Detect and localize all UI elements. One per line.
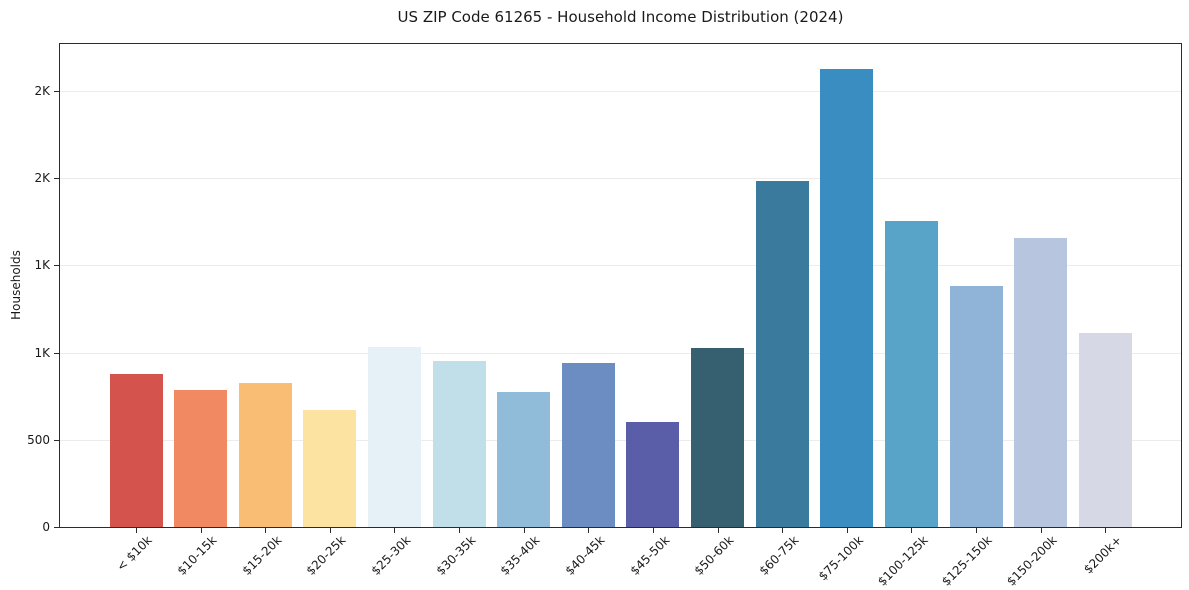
x-tick-label-text: $125-150k [939,533,995,589]
bar [691,348,745,527]
bar [1078,333,1132,527]
bar [109,374,163,527]
x-tick-mark [1040,528,1042,533]
y-tick-mark [54,527,59,528]
plot-area [59,43,1182,528]
bar [755,181,809,527]
y-tick-label: 1K [34,345,50,360]
x-tick-mark [782,528,784,533]
bar [820,69,874,527]
y-tick-mark [54,178,59,180]
x-tick-mark [846,528,848,533]
x-tick-label-text: $35-40k [497,533,543,578]
x-tick-label-text: $75-100k [815,533,866,584]
x-tick-mark [329,528,331,533]
x-tick-mark [652,528,654,533]
x-tick-label-text: $100-125k [874,533,931,589]
x-tick-mark [717,528,719,533]
bar [174,390,228,527]
y-tick-mark [54,265,59,267]
x-tick-mark [588,528,590,533]
x-tick-mark [459,528,461,533]
x-tick-label-text: $40-45k [562,533,608,578]
bar [238,383,292,527]
x-tick-label-text: $200k+ [1080,533,1125,577]
x-tick-label-text: $30-35k [433,533,478,578]
y-tick-label: 0 [42,520,50,534]
x-tick-mark [394,528,396,533]
bar [626,422,680,527]
x-tick-label-text: $10-15k [174,533,220,578]
gridline [60,352,1181,354]
bar [497,392,551,527]
bar [949,286,1003,527]
x-tick-label-text: < $10k [114,533,155,574]
x-tick-label-text: $15-20k [239,533,285,578]
x-tick-label-text: $20-25k [303,533,349,578]
gridline [60,178,1181,180]
x-tick-label-text: $60-75k [756,533,802,578]
bar [1014,238,1068,527]
y-tick-mark [54,91,59,93]
x-tick-mark [976,528,978,533]
x-tick-mark [911,528,913,533]
y-tick-label: 2K [34,84,50,99]
y-tick-label: 1K [34,258,50,273]
bar [303,410,357,527]
y-tick-mark [54,352,59,354]
x-tick-mark [136,528,137,533]
x-tick-mark [200,528,202,533]
gridline [60,439,1181,441]
gridline [60,91,1181,93]
x-tick-mark [523,528,525,533]
y-tick-label: 500 [27,432,50,447]
bar [367,347,421,527]
y-tick-label: 2K [34,171,50,186]
bar [561,363,615,527]
y-tick-mark [54,439,59,441]
bar [432,361,486,527]
x-tick-label-text: $45-50k [626,533,672,578]
chart-title: US ZIP Code 61265 - Household Income Dis… [397,8,844,26]
x-tick-mark [265,528,267,533]
x-tick-label-text: $150-200k [1003,533,1060,589]
x-tick-label-text: $25-30k [368,533,414,578]
gridline [60,265,1181,267]
x-tick-mark [1105,528,1107,533]
x-tick-label-text: $50-60k [691,533,737,578]
bar [884,221,938,527]
